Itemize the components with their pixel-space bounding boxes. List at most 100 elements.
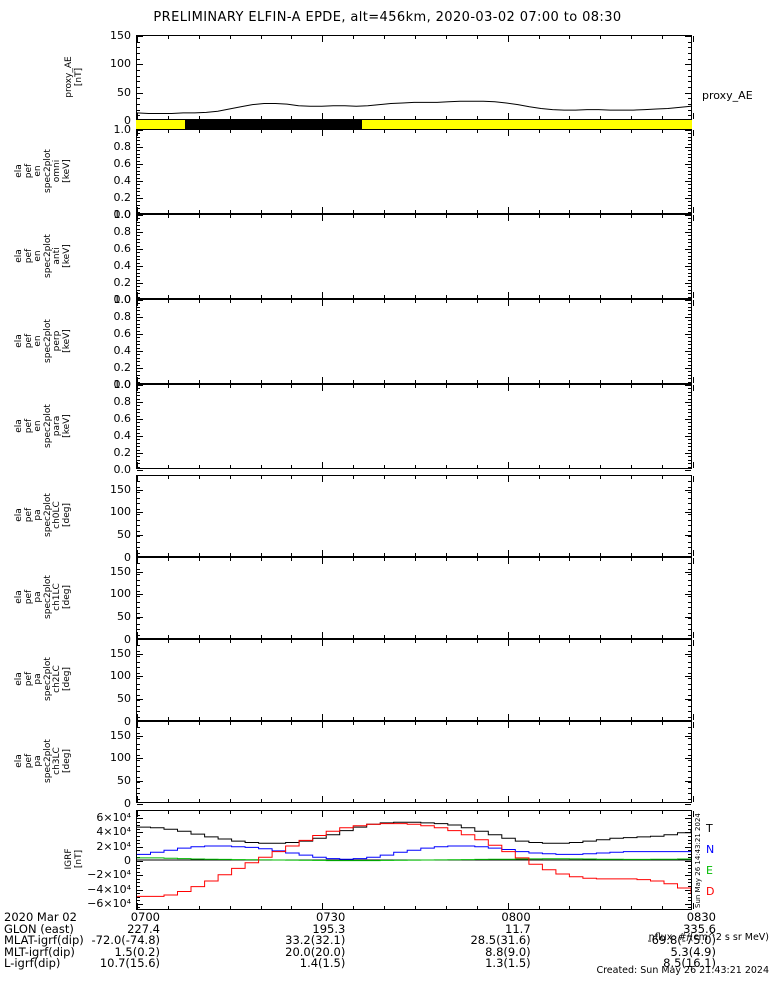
y-minor-tick xyxy=(137,460,140,461)
panel-ylabel-proxy-ae: proxy_AE [nT] xyxy=(64,41,84,113)
x-tick xyxy=(693,300,694,306)
y-minor-tick xyxy=(137,618,140,619)
x-tick xyxy=(322,796,323,802)
x-tick xyxy=(353,295,354,298)
y-minor-tick xyxy=(137,331,140,332)
x-tick xyxy=(569,210,570,213)
x-tick xyxy=(322,558,323,564)
y-minor-tick xyxy=(137,766,140,767)
x-tick xyxy=(415,558,416,561)
panel-ylabel-epde-pa-ch1lc: ela pef pa spec2plot ch1LC [deg] xyxy=(14,561,72,633)
x-tick xyxy=(353,811,354,814)
trace-layer xyxy=(137,100,691,114)
y-tick-label: 0.0 xyxy=(113,208,132,221)
x-tick xyxy=(508,300,509,306)
y-tick xyxy=(137,283,143,284)
x-tick xyxy=(261,380,262,383)
x-tick xyxy=(353,36,354,39)
series-proxy_AE xyxy=(137,100,691,114)
y-minor-tick xyxy=(688,171,691,172)
x-tick xyxy=(539,116,540,119)
x-tick xyxy=(662,130,663,133)
y-minor-tick xyxy=(688,144,691,145)
y-tick-label: 0.6 xyxy=(113,242,132,255)
x-tick xyxy=(322,722,323,728)
x-tick xyxy=(477,465,478,468)
y-minor-tick xyxy=(688,503,691,504)
x-tick xyxy=(600,799,601,802)
y-tick-label: 100 xyxy=(110,669,131,683)
y-minor-tick xyxy=(137,181,140,182)
y-minor-tick xyxy=(137,327,140,328)
y-minor-tick xyxy=(688,509,691,510)
x-tick xyxy=(446,36,447,39)
y-minor-tick xyxy=(137,875,140,876)
y-minor-tick xyxy=(688,249,691,250)
x-tick xyxy=(415,476,416,479)
y-tick xyxy=(685,36,691,37)
x-tick xyxy=(446,465,447,468)
x-tick xyxy=(230,465,231,468)
y-minor-tick xyxy=(688,602,691,603)
y-minor-tick xyxy=(137,695,140,696)
y-minor-tick xyxy=(137,409,140,410)
x-tick xyxy=(662,385,663,388)
y-minor-tick xyxy=(137,662,140,663)
x-tick xyxy=(415,295,416,298)
y-minor-tick xyxy=(137,667,140,668)
y-minor-tick xyxy=(137,252,140,253)
x-tick xyxy=(199,476,200,479)
y-tick xyxy=(137,758,143,759)
x-tick xyxy=(477,635,478,638)
y-minor-tick xyxy=(137,310,140,311)
ylabel-line: [deg] xyxy=(61,503,72,527)
panel-epde-en-perp: 0.0 0.2 0.4 0.6 0.8 1.0 ela pef en spec2plot perp[… xyxy=(14,294,694,390)
y-tick xyxy=(137,130,143,131)
y-tick xyxy=(137,436,143,437)
x-tick xyxy=(508,292,509,298)
y-minor-tick xyxy=(688,286,691,287)
y-minor-tick xyxy=(688,191,691,192)
y-tick xyxy=(137,334,143,335)
x-tick xyxy=(353,210,354,213)
y-minor-tick xyxy=(688,492,691,493)
y-tick-label: 150 xyxy=(110,482,131,496)
x-tick xyxy=(199,210,200,213)
y-minor-tick xyxy=(688,229,691,230)
x-tick xyxy=(600,465,601,468)
x-tick xyxy=(384,300,385,303)
y-minor-tick xyxy=(688,865,691,866)
x-tick xyxy=(199,130,200,133)
x-tick xyxy=(291,116,292,119)
x-tick xyxy=(199,385,200,388)
ephemeris-row: GLON (east) 227.4 195.3 11.7 335.6 xyxy=(4,923,772,936)
y-minor-tick xyxy=(137,755,140,756)
y-tick-label: 0.2 xyxy=(113,446,132,459)
y-minor-tick xyxy=(688,324,691,325)
y-minor-tick xyxy=(137,629,140,630)
y-tick-label: 150 xyxy=(110,29,131,42)
x-tick xyxy=(539,640,540,643)
y-minor-tick xyxy=(688,98,691,99)
y-minor-tick xyxy=(137,503,140,504)
y-minor-tick xyxy=(137,771,140,772)
x-tick xyxy=(199,553,200,556)
y-minor-tick xyxy=(688,184,691,185)
y-minor-tick xyxy=(688,225,691,226)
x-tick xyxy=(477,906,478,909)
y-minor-tick xyxy=(688,198,691,199)
y-tick xyxy=(685,676,691,677)
panel-ylabel-epde-pa-ch3lc: ela pef pa spec2plot ch3LC [deg] xyxy=(14,725,72,797)
x-tick xyxy=(508,215,509,221)
x-tick xyxy=(322,292,323,298)
x-tick xyxy=(137,722,138,728)
y-minor-tick xyxy=(688,700,691,701)
y-tick xyxy=(137,904,143,905)
proxy-ae-trace-label: proxy_AE xyxy=(702,89,753,102)
y-tick xyxy=(685,130,691,131)
x-tick xyxy=(600,385,601,388)
x-tick xyxy=(446,722,447,725)
x-tick xyxy=(291,130,292,133)
y-tick xyxy=(685,781,691,782)
y-minor-tick xyxy=(137,843,140,844)
